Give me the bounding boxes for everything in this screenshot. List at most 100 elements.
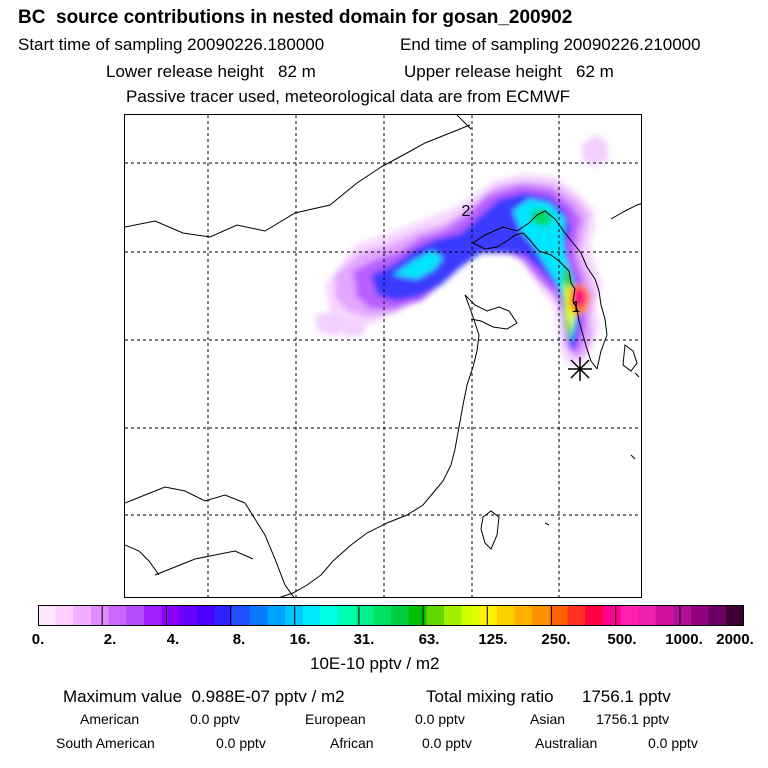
internal-border-3 (154, 550, 254, 576)
maximum-value: Maximum value 0.988E-07 pptv / m2 (63, 687, 345, 706)
colorbar-tick: 500. (607, 631, 637, 648)
colorbar-swatch (249, 605, 268, 626)
shandong (464, 294, 518, 330)
colorbar-tick: 2. (103, 631, 117, 648)
colorbar-tick: 125. (478, 631, 508, 648)
colorbar-swatch (373, 605, 392, 626)
colorbar-tick: 8. (232, 631, 246, 648)
colorbar-swatch (426, 605, 445, 626)
region-name: European (305, 711, 366, 727)
colorbar-swatch (73, 605, 92, 626)
colorbar-swatch (126, 605, 145, 626)
colorbar-swatch (161, 605, 180, 626)
colorbar-unit: 10E-10 pptv / m2 (310, 654, 440, 673)
upper-release-height: Upper release height 62 m (404, 62, 614, 81)
colorbar-swatch (302, 605, 321, 626)
colorbar-tick: 2000. (716, 631, 754, 648)
star-ray-d2 (570, 359, 590, 379)
colorbar-swatch (585, 605, 604, 626)
colorbar-tick: 4. (166, 631, 180, 648)
colorbar-swatch (90, 605, 110, 626)
region-value: 0.0 pptv (190, 711, 240, 727)
colorbar-swatch (196, 605, 215, 626)
colorbar-swatch (338, 605, 357, 626)
colorbar-swatch (638, 605, 657, 626)
region-value: 1756.1 pptv (596, 711, 670, 727)
bohai-coast (472, 232, 560, 262)
plume-halo-west (315, 311, 351, 337)
plume-core (576, 293, 583, 303)
china-east-coast (279, 294, 480, 597)
region-value: 0.0 pptv (415, 711, 465, 727)
region-value: 0.0 pptv (648, 735, 698, 751)
marker-1: 1 (572, 299, 581, 316)
plume-halo-north (581, 135, 609, 167)
korea-west-coast (558, 260, 598, 370)
colorbar-swatch (549, 605, 568, 626)
plot-title: BC source contributions in nested domain… (18, 7, 573, 28)
colorbar-swatch (55, 605, 74, 626)
total-mixing-ratio: Total mixing ratio 1756.1 pptv (426, 687, 671, 706)
colorbar-swatch (691, 605, 710, 626)
tracer-info: Passive tracer used, meteorological data… (126, 87, 571, 106)
colorbar-tick: 1000. (665, 631, 703, 648)
region-value: 0.0 pptv (422, 735, 472, 751)
region-name: Asian (530, 711, 566, 727)
colorbar-swatch (655, 605, 674, 626)
region-name: South American (56, 735, 155, 751)
colorbar-swatch (232, 605, 251, 626)
concentration-field (315, 135, 609, 367)
colorbar-swatch (108, 605, 127, 626)
colorbar-swatch (38, 605, 57, 626)
taiwan (480, 510, 500, 550)
colorbar-swatch (267, 605, 286, 626)
colorbar-swatch (567, 605, 586, 626)
colorbar-swatch (514, 605, 533, 626)
colorbar-tick: 0. (31, 631, 45, 648)
colorbar-tick: 31. (353, 631, 375, 648)
japan-kyushu (622, 344, 638, 372)
border-northeast (456, 115, 472, 130)
colorbar-swatch (726, 605, 744, 626)
korea-east-coast (572, 242, 608, 370)
region-value: 0.0 pptv (216, 735, 266, 751)
region-name: African (330, 735, 374, 751)
map-canvas: 2 1 (125, 115, 641, 597)
colorbar-swatch (408, 605, 427, 626)
japan-sea-coast (610, 203, 641, 220)
colorbar-swatch (143, 605, 163, 626)
region-name: Australian (535, 735, 598, 751)
colorbar-swatch (708, 605, 727, 626)
colorbar-swatch (620, 605, 639, 626)
colorbar-tick: 63. (418, 631, 440, 648)
plume-cyan (393, 251, 443, 279)
colorbar (38, 605, 744, 626)
colorbar-border (38, 605, 744, 626)
coastlines (125, 115, 641, 597)
island-1 (634, 372, 640, 378)
colorbar-swatch (496, 605, 516, 626)
colorbar-swatch (214, 605, 233, 626)
internal-border-1 (125, 486, 246, 504)
graticule (125, 115, 641, 597)
colorbar-swatch (443, 605, 463, 626)
internal-border-4 (125, 544, 160, 576)
marker-2: 2 (462, 203, 471, 220)
coast-north (125, 124, 471, 238)
plume-halo-sw (341, 319, 365, 337)
lower-release-height: Lower release height 82 m (106, 62, 316, 81)
internal-border-2 (244, 502, 295, 597)
sampling-start: Start time of sampling 20090226.180000 (18, 35, 325, 54)
colorbar-swatch (479, 605, 498, 626)
colorbar-canvas (38, 605, 744, 626)
colorbar-swatch (285, 605, 304, 626)
sampling-end: End time of sampling 20090226.210000 (400, 35, 701, 54)
island-2 (630, 454, 636, 460)
colorbar-swatch (320, 605, 339, 626)
border-korea-china (472, 210, 574, 244)
colorbar-swatch (602, 605, 621, 626)
colorbar-swatch (673, 605, 692, 626)
colorbar-swatch (532, 605, 551, 626)
plume-cyan-2 (513, 199, 577, 343)
region-name: American (80, 711, 140, 727)
